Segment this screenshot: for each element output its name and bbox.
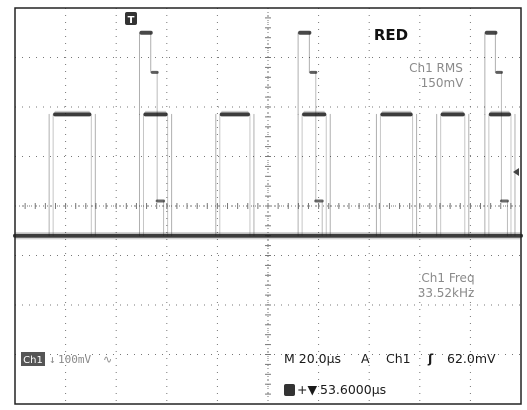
timebase: M 20.0µs <box>284 351 341 366</box>
trigger-position-marker: T <box>125 12 137 26</box>
position-marker-icon <box>284 384 295 396</box>
rms-measurement-value: 150mV <box>421 76 465 90</box>
trigger-mode: A <box>361 351 370 366</box>
freq-measurement-value: 33.52kHz <box>418 286 475 300</box>
channel-badge-bg <box>21 352 45 366</box>
trigger-slope-icon: ʃ <box>427 351 434 366</box>
trigger-level-arrow <box>513 168 519 176</box>
trigger-marker-label: T <box>128 15 135 26</box>
graticule <box>14 7 522 405</box>
volts-per-div: 100mV <box>58 353 91 366</box>
position-value: 53.6000µs <box>320 382 386 397</box>
channel-status: Ch1 ↓ 100mV ∿ <box>21 352 112 366</box>
freq-measurement-label: Ch1 Freq <box>421 271 474 285</box>
rms-measurement-label: Ch1 RMS <box>409 61 463 75</box>
horizontal-position: +▼ 53.6000µs <box>284 382 386 397</box>
waveform-trace <box>13 30 523 240</box>
timebase-status: M 20.0µs A Ch1 ʃ 62.0mV <box>284 351 496 366</box>
signal-title: RED <box>374 26 408 44</box>
coupling-arrow-icon: ↓ <box>49 353 56 366</box>
position-prefix: +▼ <box>297 382 317 397</box>
channel-badge: Ch1 <box>23 355 43 366</box>
trigger-level: 62.0mV <box>447 351 496 366</box>
screen-frame <box>14 7 522 405</box>
bandwidth-icon: ∿ <box>103 353 112 366</box>
trigger-source: Ch1 <box>386 351 411 366</box>
